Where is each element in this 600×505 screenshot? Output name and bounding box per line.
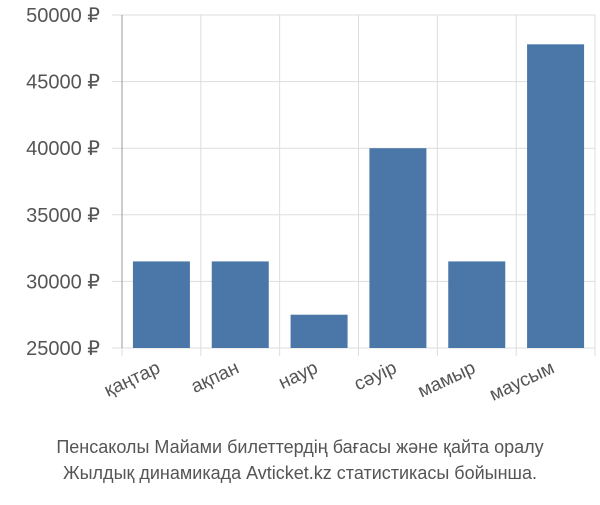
y-tick-label: 45000 ₽ [26, 72, 100, 94]
x-tick-label: мамыр [415, 357, 479, 402]
x-tick-label: маусым [486, 357, 557, 405]
x-tick-label: сәуір [351, 357, 400, 395]
bar [448, 261, 506, 348]
bar [211, 261, 269, 348]
x-tick-label: ақпан [188, 357, 242, 397]
y-tick-label: 25000 ₽ [26, 338, 100, 360]
bar [290, 314, 348, 348]
caption-line: Пенсаколы Майами билеттердің бағасы және… [56, 437, 543, 457]
x-tick-label: қаңтар [101, 357, 163, 401]
y-tick-label: 50000 ₽ [26, 5, 100, 27]
bar [132, 261, 190, 348]
y-tick-label: 35000 ₽ [26, 205, 100, 227]
y-tick-label: 30000 ₽ [26, 271, 100, 293]
y-tick-label: 40000 ₽ [26, 138, 100, 160]
caption-line: Жылдық динамикада Avticket.kz статистика… [63, 463, 537, 483]
x-tick-label: наур [275, 357, 321, 393]
bar [527, 44, 585, 348]
bar [369, 148, 427, 348]
